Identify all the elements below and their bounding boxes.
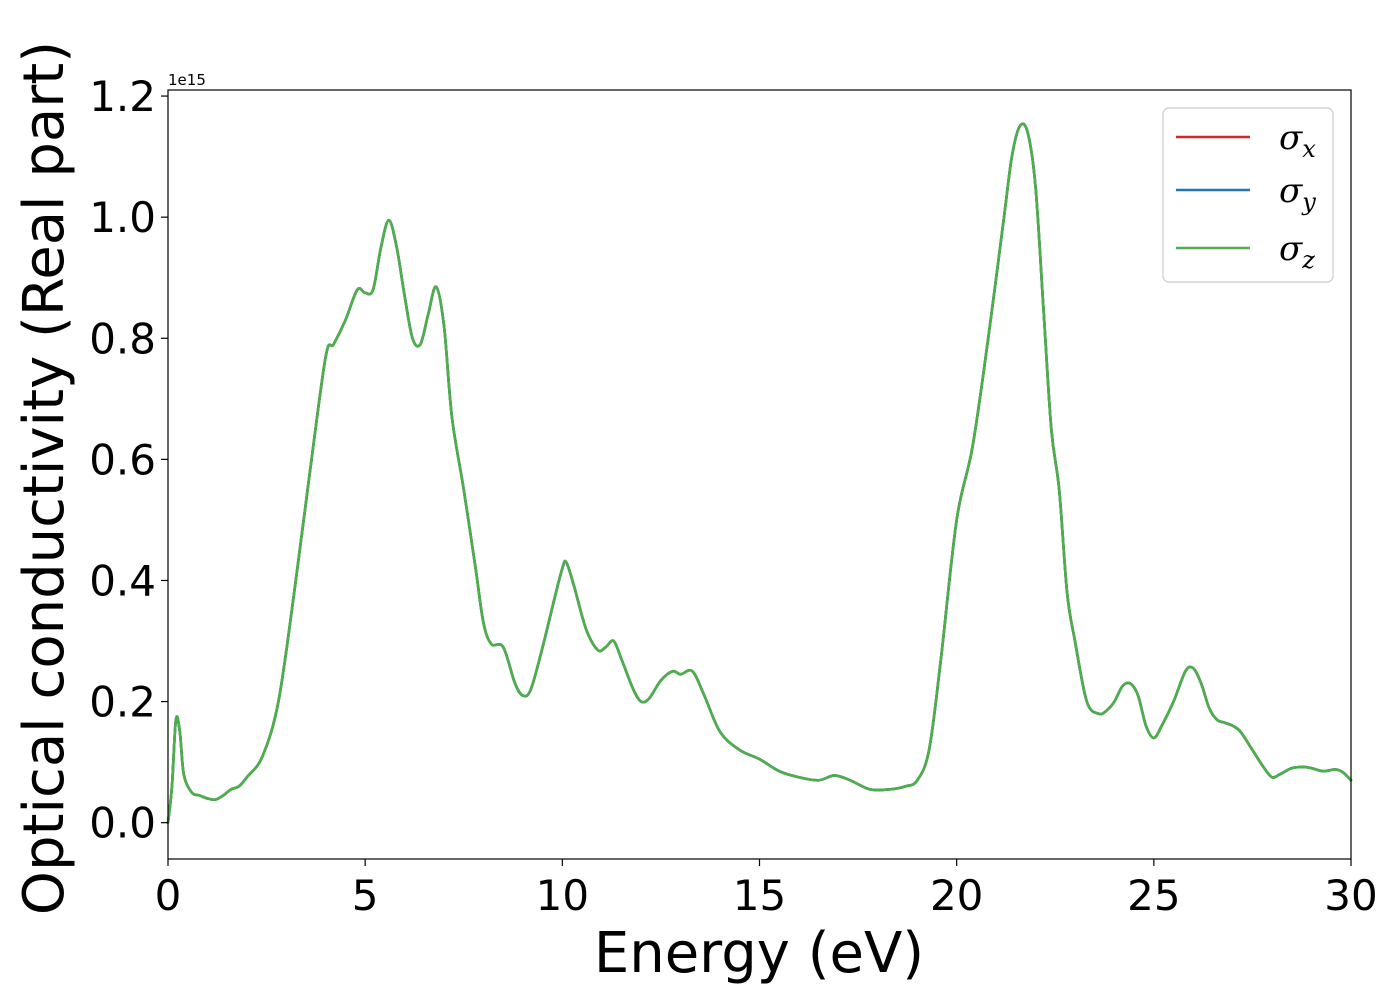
x-tick-label: 5 [352, 871, 379, 920]
x-axis-title: Energy (eV) [594, 921, 924, 986]
x-tick-label: 0 [155, 871, 182, 920]
x-tick-label: 10 [536, 871, 589, 920]
x-axis-ticks: 0 5 10 15 20 25 30 [155, 859, 1378, 920]
series-line-z [166, 122, 1353, 824]
x-tick-label: 25 [1127, 871, 1180, 920]
y-tick-label: 0.0 [89, 799, 156, 848]
legend-box [1162, 107, 1334, 283]
x-tick-label: 15 [733, 871, 786, 920]
y-tick-label: 0.8 [89, 314, 156, 363]
x-tick-label: 20 [930, 871, 983, 920]
y-axis-title: Optical conductivity (Real part) [12, 41, 77, 915]
y-offset-label: 1e15 [168, 71, 206, 89]
y-tick-label: 0.4 [89, 556, 156, 605]
plot-lines [166, 122, 1353, 824]
y-axis-ticks: 0.0 0.2 0.4 0.6 0.8 1.0 1.2 [89, 72, 168, 848]
y-tick-label: 0.2 [89, 678, 156, 727]
y-tick-label: 0.6 [89, 435, 156, 484]
y-tick-label: 1.2 [89, 72, 156, 121]
x-tick-label: 30 [1324, 871, 1377, 920]
y-tick-label: 1.0 [89, 193, 156, 242]
legend-label-z: σz [1279, 229, 1315, 274]
